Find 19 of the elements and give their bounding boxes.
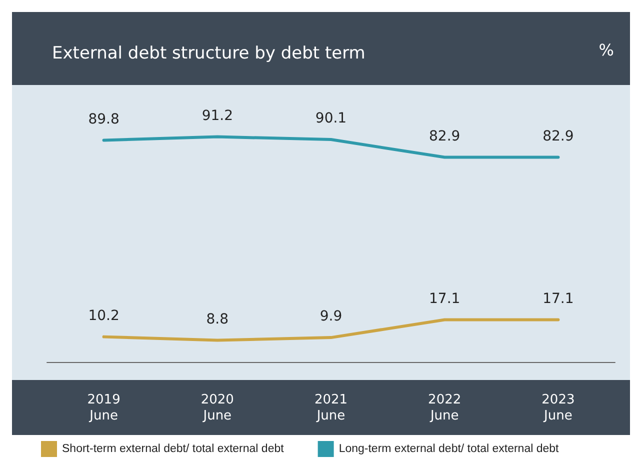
x-tick-label: 2022 June: [428, 392, 462, 424]
data-label: 17.1: [542, 290, 574, 307]
data-label: 9.9: [320, 308, 342, 325]
data-label: 10.2: [88, 308, 120, 324]
x-tick-label: 2021 June: [314, 392, 348, 424]
legend-label: Short-term external debt/ total external debt: [62, 443, 285, 455]
data-label: 8.8: [206, 311, 229, 328]
legend-label: Long-term external debt/ total external debt: [338, 443, 560, 455]
data-label: 17.1: [429, 290, 460, 307]
data-label: 82.9: [542, 128, 574, 144]
data-label: 82.9: [429, 128, 460, 144]
data-label: 91.2: [202, 108, 233, 124]
x-tick-label: 2019 June: [87, 392, 120, 424]
x-tick-label: 2023 June: [542, 392, 575, 424]
y-axis-title: %: [598, 40, 614, 60]
chart-title: External debt structure by debt term: [52, 44, 366, 64]
data-label: 89.8: [88, 111, 120, 128]
x-tick-label: 2020 June: [200, 392, 234, 424]
data-label: 90.1: [315, 110, 347, 127]
